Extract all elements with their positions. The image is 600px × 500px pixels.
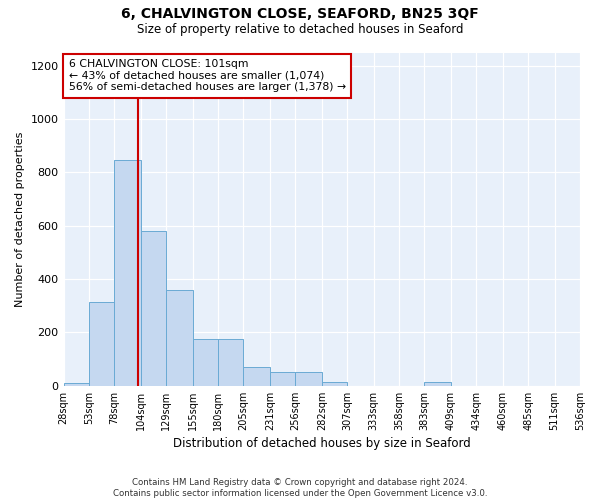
Y-axis label: Number of detached properties: Number of detached properties xyxy=(15,132,25,307)
Bar xyxy=(141,231,166,386)
Text: Contains HM Land Registry data © Crown copyright and database right 2024.
Contai: Contains HM Land Registry data © Crown c… xyxy=(113,478,487,498)
Text: 6, CHALVINGTON CLOSE, SEAFORD, BN25 3QF: 6, CHALVINGTON CLOSE, SEAFORD, BN25 3QF xyxy=(121,8,479,22)
Text: 6 CHALVINGTON CLOSE: 101sqm
← 43% of detached houses are smaller (1,074)
56% of : 6 CHALVINGTON CLOSE: 101sqm ← 43% of det… xyxy=(69,59,346,92)
Bar xyxy=(424,382,451,386)
Bar xyxy=(166,290,193,386)
Bar xyxy=(193,339,218,386)
Bar xyxy=(322,382,347,386)
Bar xyxy=(89,302,115,386)
Bar xyxy=(64,383,89,386)
Bar xyxy=(115,160,141,386)
Bar xyxy=(295,372,322,386)
Text: Size of property relative to detached houses in Seaford: Size of property relative to detached ho… xyxy=(137,22,463,36)
Bar xyxy=(270,372,295,386)
X-axis label: Distribution of detached houses by size in Seaford: Distribution of detached houses by size … xyxy=(173,437,470,450)
Bar xyxy=(218,339,244,386)
Bar xyxy=(244,367,270,386)
